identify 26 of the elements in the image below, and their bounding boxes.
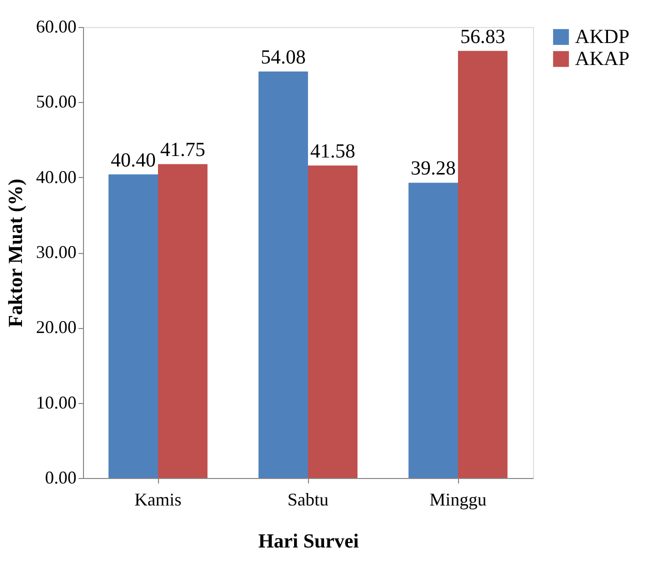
- data-label: 41.75: [160, 139, 206, 162]
- bar: [308, 165, 358, 478]
- y-tick-label: 40.00: [36, 166, 76, 187]
- bar: [108, 174, 158, 478]
- y-tick-label: 10.00: [36, 392, 76, 412]
- data-label: 40.40: [110, 149, 156, 172]
- data-label: 56.83: [460, 26, 506, 48]
- bar: [458, 50, 508, 478]
- x-tick-label: Sabtu: [287, 490, 329, 510]
- data-label: 39.28: [410, 158, 456, 180]
- bar: [408, 182, 458, 478]
- y-tick-label: 20.00: [36, 317, 76, 338]
- legend-label: AKDP: [575, 26, 630, 48]
- y-tick-label: 60.00: [36, 16, 76, 36]
- x-axis-title: Hari Survei: [258, 530, 360, 552]
- y-axis-title: Faktor Muat (%): [5, 178, 27, 328]
- bar: [158, 164, 208, 478]
- x-tick-label: Minggu: [429, 490, 487, 510]
- x-tick-label: Kamis: [134, 490, 182, 510]
- bar: [258, 72, 308, 478]
- y-tick-label: 0.00: [45, 468, 76, 488]
- data-label: 41.58: [310, 140, 356, 162]
- y-tick-label: 30.00: [36, 242, 76, 262]
- data-label: 54.08: [260, 46, 306, 68]
- y-tick-label: 50.00: [36, 92, 76, 112]
- legend-label: AKAP: [575, 48, 630, 70]
